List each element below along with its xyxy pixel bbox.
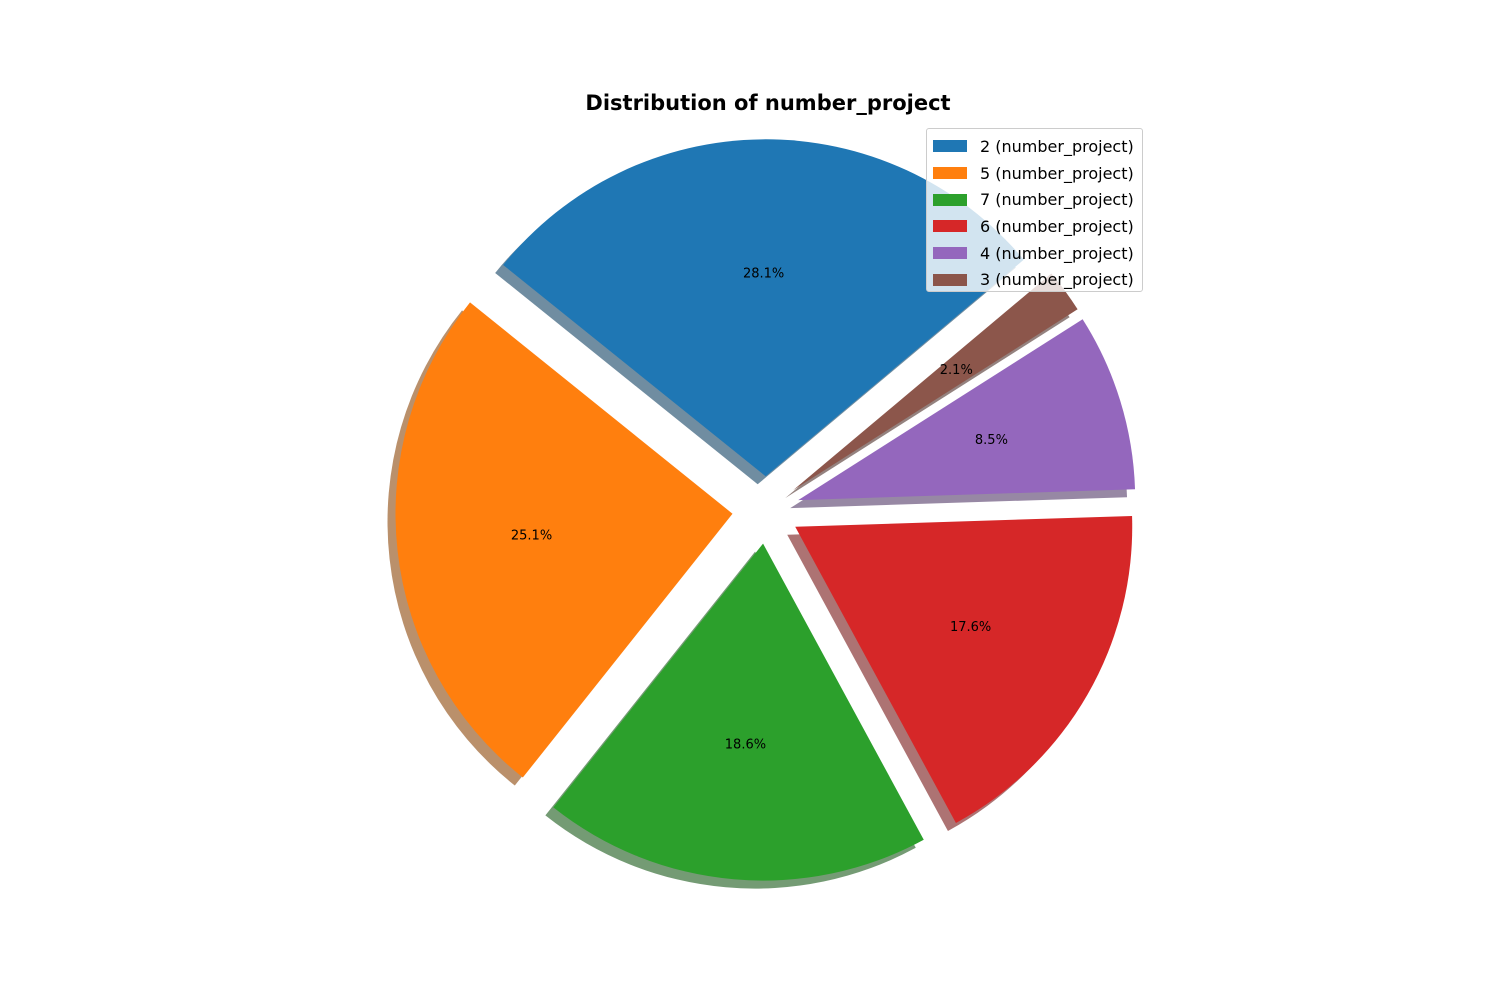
legend-item: 4 (number_project) <box>933 240 1136 267</box>
percent-label: 2.1% <box>940 363 973 378</box>
legend-item: 6 (number_project) <box>933 213 1136 240</box>
legend-label: 2 (number_project) <box>980 136 1134 156</box>
percent-label: 18.6% <box>725 738 766 753</box>
pie-slice <box>795 515 1133 823</box>
pie-slice <box>798 319 1136 501</box>
percent-label: 17.6% <box>950 620 991 635</box>
legend-label: 5 (number_project) <box>980 163 1134 183</box>
legend-item: 7 (number_project) <box>933 186 1136 213</box>
percent-label: 28.1% <box>743 267 784 282</box>
legend-label: 4 (number_project) <box>980 243 1134 263</box>
legend-swatch <box>933 167 967 180</box>
legend-label: 7 (number_project) <box>980 190 1134 210</box>
legend-item: 2 (number_project) <box>933 133 1136 160</box>
legend-item: 5 (number_project) <box>933 160 1136 187</box>
chart-title: Distribution of number_project <box>585 91 951 115</box>
legend-swatch <box>933 140 967 153</box>
legend-swatch <box>933 220 967 233</box>
legend-swatch <box>933 193 967 206</box>
legend: 2 (number_project) 5 (number_project) 7 … <box>926 128 1143 292</box>
pie-slice <box>395 302 733 778</box>
percent-label: 25.1% <box>511 529 552 544</box>
legend-label: 3 (number_project) <box>980 270 1134 290</box>
legend-item: 3 (number_project) <box>933 266 1136 293</box>
percent-label: 8.5% <box>975 433 1008 448</box>
pie-slices <box>395 139 1136 881</box>
pie-slice <box>503 139 1024 477</box>
legend-swatch <box>933 273 967 286</box>
percent-labels: 28.1% 25.1% 18.6% 17.6% 8.5% 2.1% <box>511 267 1008 753</box>
legend-label: 6 (number_project) <box>980 216 1134 236</box>
pie-slice <box>553 543 924 881</box>
pie-slice <box>793 273 1078 491</box>
legend-swatch <box>933 247 967 260</box>
